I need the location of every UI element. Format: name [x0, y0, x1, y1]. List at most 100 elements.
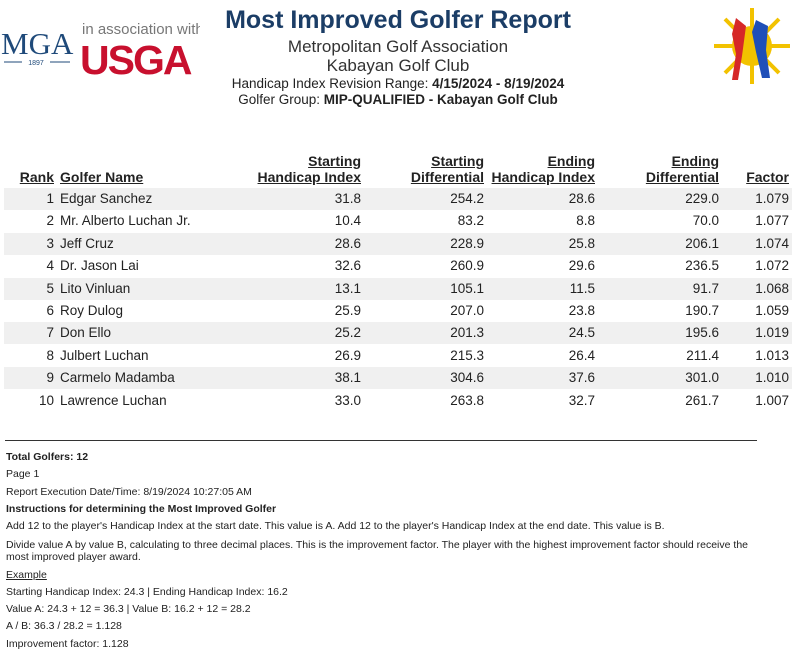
- table-cell: Jeff Cruz: [60, 235, 114, 251]
- table-cell: Edgar Sanchez: [60, 191, 153, 206]
- table-cell: 229.0: [685, 191, 719, 206]
- table-cell: 7: [46, 325, 54, 341]
- header-line: Handicap Index: [257, 169, 361, 185]
- table-cell: 207.0: [450, 303, 484, 318]
- table-row: 5 Lito Vinluan 13.1 105.1 11.5 91.7 1.068: [4, 277, 792, 300]
- header-line: Factor: [746, 169, 789, 185]
- table-cell: 3: [46, 235, 54, 251]
- table-cell: 33.0: [334, 392, 361, 408]
- column-header: Starting Differential: [411, 153, 484, 185]
- table-cell: Lito Vinluan: [60, 280, 131, 296]
- table-cell: 6: [46, 303, 54, 318]
- table-cell: 201.3: [450, 325, 484, 341]
- table-cell: 190.7: [685, 303, 719, 318]
- table-cell: 1.077: [755, 213, 789, 229]
- blue-figure: [752, 20, 770, 78]
- total-golfers: Total Golfers: 12: [6, 451, 89, 463]
- table-cell: 9: [46, 370, 54, 386]
- table-cell: 10: [38, 392, 54, 408]
- table-cell: 211.4: [686, 347, 719, 363]
- table-cell: 24.5: [568, 325, 595, 341]
- table-cell: 4: [46, 258, 54, 274]
- table-row: 7 Don Ello 25.2 201.3 24.5 195.6 1.019: [4, 322, 792, 345]
- header-line: Differential: [645, 169, 719, 185]
- club: Kabayan Golf Club: [326, 56, 470, 75]
- usga-logo: USGA: [80, 37, 192, 80]
- table-cell: 26.4: [568, 347, 595, 363]
- table-cell: 2: [46, 213, 54, 229]
- table-cell: 1.074: [755, 235, 789, 251]
- table-cell: 1.068: [755, 280, 789, 296]
- table-row: 6 Roy Dulog 25.9 207.0 23.8 190.7 1.059: [4, 300, 792, 322]
- title: Most Improved Golfer Report: [225, 6, 571, 34]
- table-cell: Roy Dulog: [60, 303, 124, 318]
- logos: MGA 1897 in association with USGA: [1, 21, 200, 80]
- table-cell: 83.2: [457, 213, 484, 229]
- table-cell: Lawrence Luchan: [60, 392, 167, 408]
- range-label: Handicap Index Revision Range:: [231, 76, 429, 91]
- table-cell: 1.010: [755, 370, 789, 386]
- table-cell: 25.2: [334, 325, 361, 341]
- table-cell: 23.8: [568, 303, 595, 318]
- header-line: Rank: [19, 169, 54, 185]
- header-line: Ending: [671, 153, 719, 169]
- table-cell: 11.5: [569, 280, 595, 296]
- table-cell: 1.079: [755, 191, 789, 206]
- table-cell: 105.1: [450, 280, 484, 296]
- table-cell: 32.7: [568, 392, 595, 408]
- group: Golfer Group: MIP-QUALIFIED - Kabayan Go…: [0, 92, 796, 107]
- table-cell: 8: [46, 347, 54, 363]
- red-figure: [732, 18, 746, 80]
- table-cell: 1.007: [755, 392, 789, 408]
- table-cell: 260.9: [450, 258, 484, 274]
- table-cell: Julbert Luchan: [60, 347, 149, 363]
- table-cell: 263.8: [450, 392, 484, 408]
- mga-logo: MGA: [1, 26, 74, 61]
- table-cell: 1.019: [755, 325, 789, 341]
- column-header: Ending Differential: [646, 153, 719, 185]
- header-line: Differential: [410, 169, 484, 185]
- association-text: in association with: [82, 21, 200, 38]
- table-row: 4 Dr. Jason Lai 32.6 260.9 29.6 236.5 1.072: [4, 255, 792, 278]
- table-cell: 1: [46, 191, 54, 206]
- table-cell: 29.6: [568, 258, 595, 274]
- table-cell: 236.5: [685, 258, 719, 274]
- table-cell: 228.9: [450, 235, 484, 251]
- column-header: Starting Handicap Index: [258, 153, 361, 185]
- table-cell: 38.1: [334, 370, 361, 386]
- example-line: Starting Handicap Index: 24.3 | Ending H…: [6, 586, 288, 598]
- table-cell: Don Ello: [60, 325, 112, 341]
- organization: Metropolitan Golf Association: [287, 37, 509, 56]
- range-value: 4/15/2024 - 8/19/2024: [432, 76, 565, 91]
- table-cell: 195.6: [685, 325, 719, 341]
- header-line: Ending: [547, 153, 595, 169]
- group-label: Golfer Group:: [238, 92, 320, 107]
- table-cell: 28.6: [334, 235, 361, 251]
- club-logo: [714, 8, 790, 84]
- table-cell: 304.6: [450, 370, 484, 386]
- table-cell: 28.6: [568, 191, 595, 206]
- table-cell: 32.6: [334, 258, 361, 274]
- table-cell: 13.1: [334, 280, 361, 296]
- mga-year: 1897: [28, 60, 44, 67]
- table-cell: 25.9: [334, 303, 361, 318]
- table-row: 10 Lawrence Luchan 33.0 263.8 32.7 261.7 1.007: [4, 389, 792, 412]
- table-cell: Carmelo Madamba: [60, 370, 175, 386]
- header-line: Golfer Name: [60, 169, 144, 185]
- table-cell: 206.1: [685, 235, 719, 251]
- table-row: 2 Mr. Alberto Luchan Jr. 10.4 83.2 8.8 70.0 1.…: [4, 210, 792, 233]
- column-header: Golfer Name: [60, 169, 143, 185]
- table-row: 3 Jeff Cruz 28.6 228.9 25.8 206.1 1.074: [4, 232, 792, 255]
- column-header: Rank: [20, 169, 54, 185]
- table-row: 9 Carmelo Madamba 38.1 304.6 37.6 301.0 1.010: [4, 367, 792, 390]
- header-line: Handicap Index: [491, 169, 595, 185]
- instruction: Add 12 to the player's Handicap Index at…: [6, 520, 665, 532]
- example-title: Example: [6, 569, 47, 581]
- table-row: 8 Julbert Luchan 26.9 215.3 26.4 211.4 1.013: [4, 344, 792, 367]
- example-line: Improvement factor: 1.128: [6, 638, 129, 650]
- table-cell: 8.8: [576, 213, 595, 229]
- table-cell: 1.059: [755, 303, 789, 318]
- table-cell: 1.013: [755, 347, 789, 363]
- table-cell: 26.9: [334, 347, 361, 363]
